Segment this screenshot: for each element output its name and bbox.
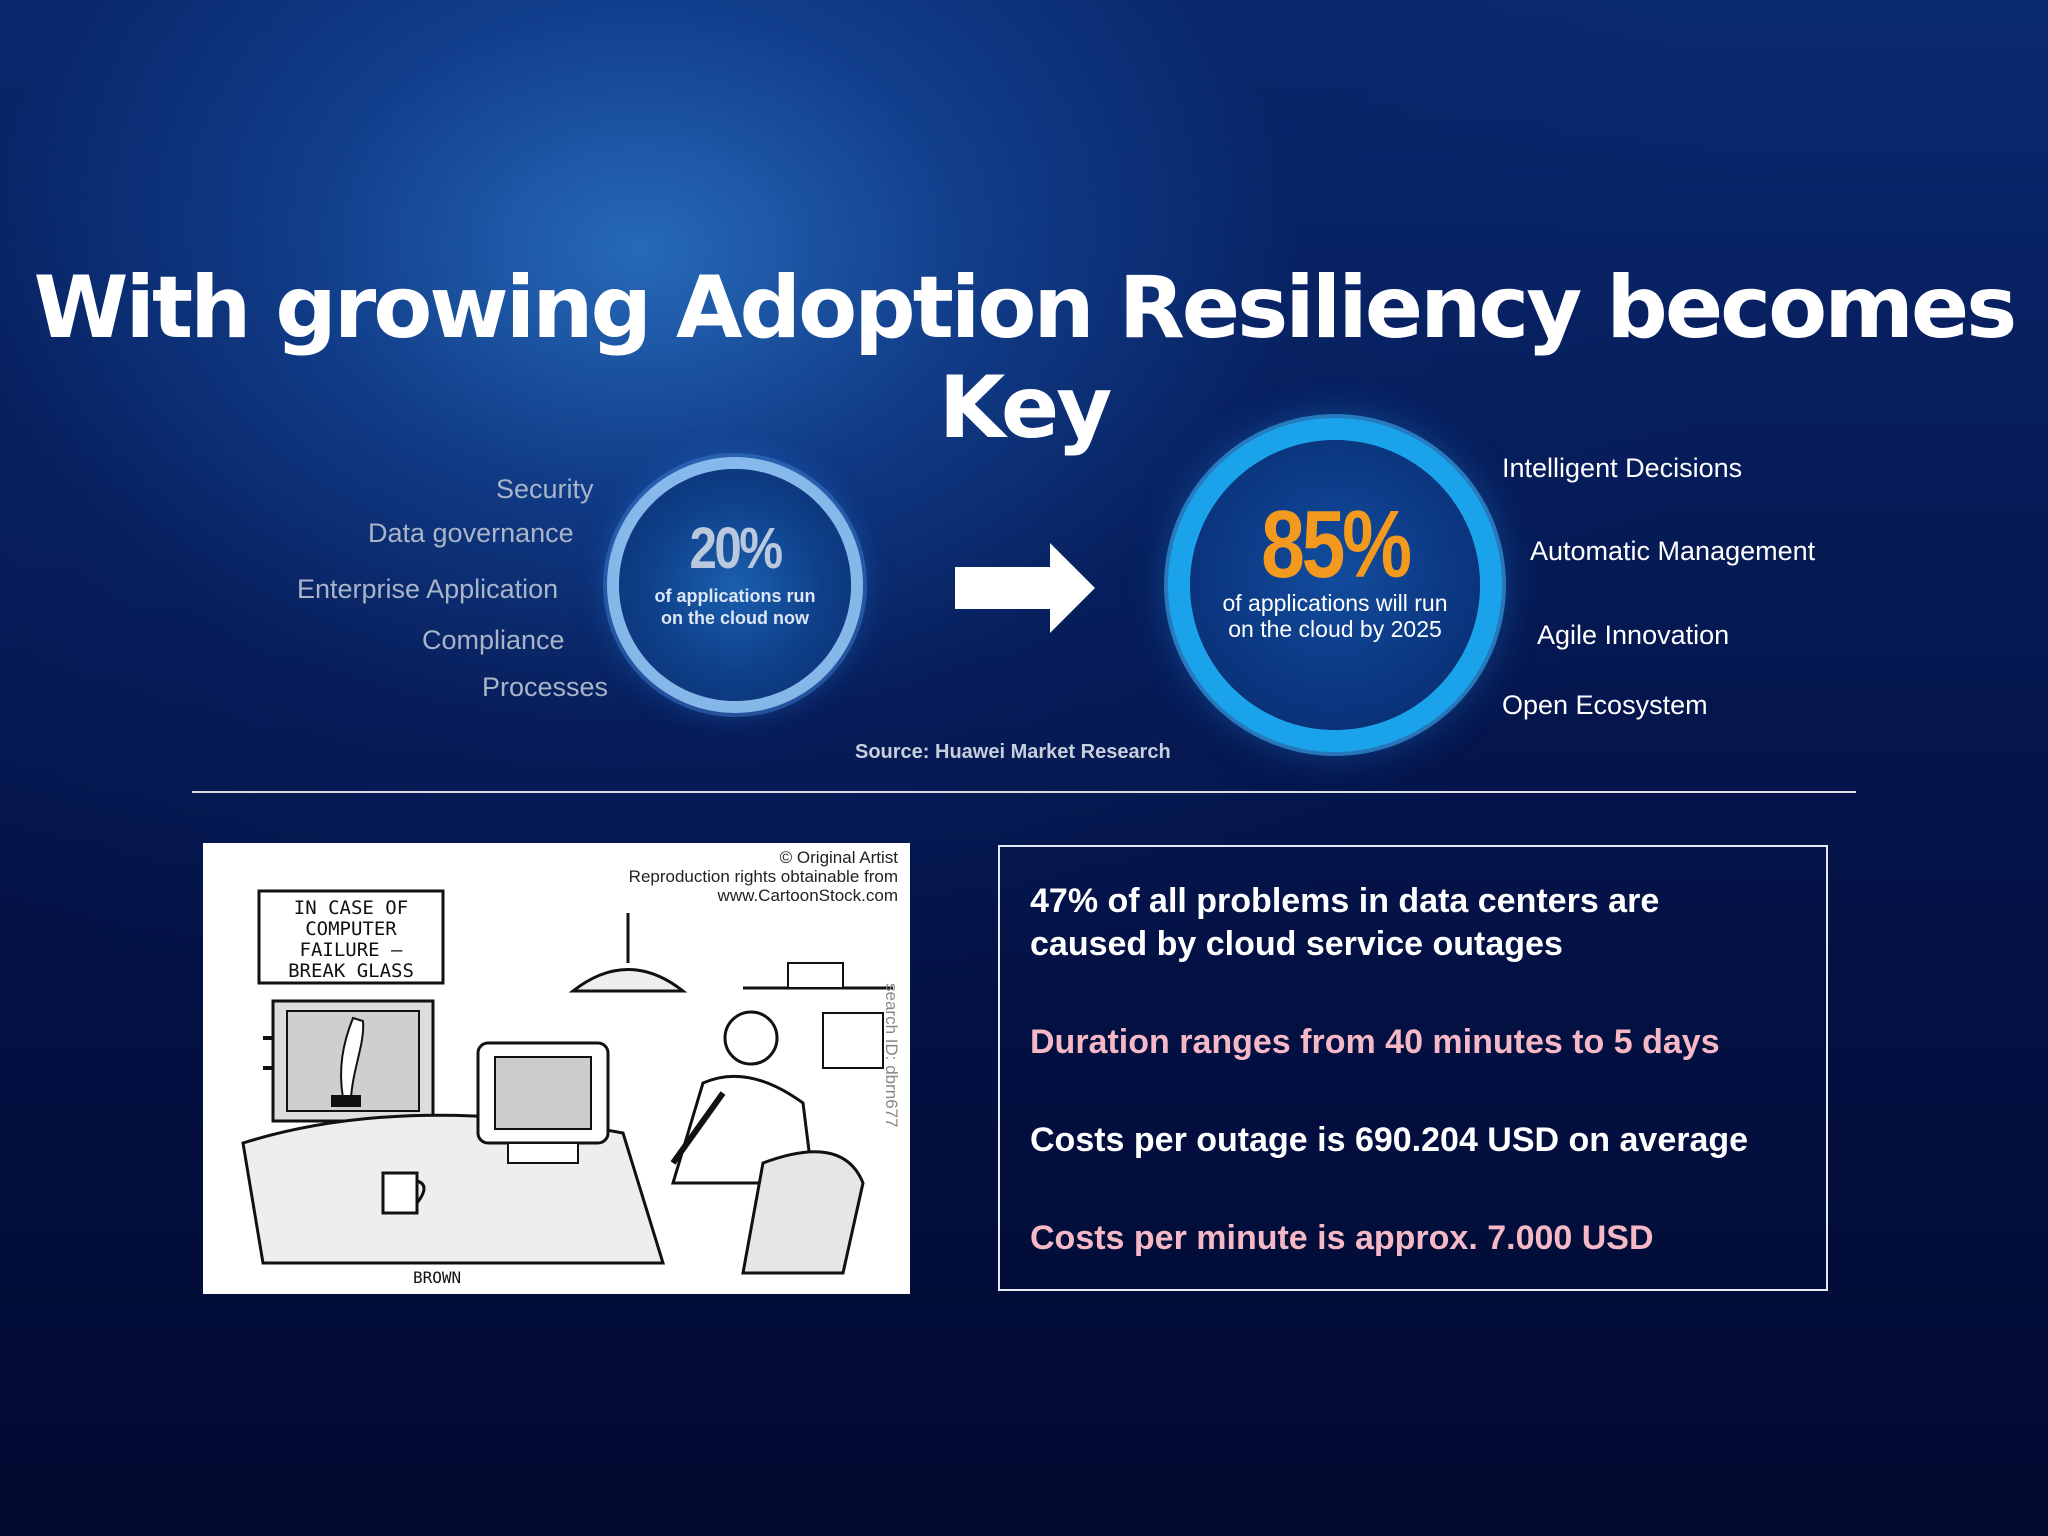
sign-line: BREAK GLASS: [288, 960, 414, 982]
cartoon-copyright-2: Reproduction rights obtainable from: [629, 867, 898, 886]
arrow-right-icon: [955, 543, 1095, 633]
current-percent: 20%: [689, 516, 783, 581]
challenge-item: Data governance: [368, 518, 574, 548]
divider: [192, 791, 1856, 793]
sign-line: COMPUTER: [305, 918, 397, 940]
benefit-item: Open Ecosystem: [1502, 690, 1708, 720]
current-adoption-circle: 20% of applications run on the cloud now: [619, 469, 851, 701]
stat-problems: 47% of all problems in data centers are …: [1030, 882, 1660, 963]
sign-line: FAILURE –: [300, 939, 404, 961]
future-percent: 85%: [1261, 491, 1412, 598]
sign-line: IN CASE OF: [294, 897, 408, 919]
challenge-item: Enterprise Application: [297, 574, 559, 604]
cartoon-image: © Original Artist Reproduction rights ob…: [203, 843, 910, 1294]
benefit-item: Agile Innovation: [1537, 620, 1730, 650]
challenge-item: Compliance: [422, 625, 565, 655]
benefit-item: Automatic Management: [1530, 536, 1816, 566]
cartoon-search-id: search ID: dbrn677: [882, 983, 901, 1128]
cartoon-signature: BROWN: [413, 1268, 461, 1287]
stat-cost-per-outage: Costs per outage is 690.204 USD on avera…: [1030, 1121, 1749, 1159]
challenge-item: Security: [496, 474, 594, 504]
cartoon-copyright-1: © Original Artist: [780, 848, 899, 867]
cartoon-copyright-3: www.CartoonStock.com: [717, 886, 898, 905]
benefit-item: Intelligent Decisions: [1502, 453, 1743, 483]
stat-cost-per-minute: Costs per minute is approx. 7.000 USD: [1030, 1219, 1654, 1257]
future-adoption-circle: 85% of applications will run on the clou…: [1190, 440, 1480, 730]
future-caption: of applications will run on the cloud by…: [1222, 590, 1448, 642]
source-note: Source: Huawei Market Research: [855, 741, 1171, 763]
current-caption: of applications run on the cloud now: [654, 586, 816, 628]
stat-duration: Duration ranges from 40 minutes to 5 day…: [1030, 1023, 1720, 1061]
page-title: With growing Adoption Resiliency becomes…: [33, 258, 2018, 458]
challenge-item: Processes: [482, 672, 609, 702]
outage-stats-box: 47% of all problems in data centers are …: [998, 845, 1828, 1291]
